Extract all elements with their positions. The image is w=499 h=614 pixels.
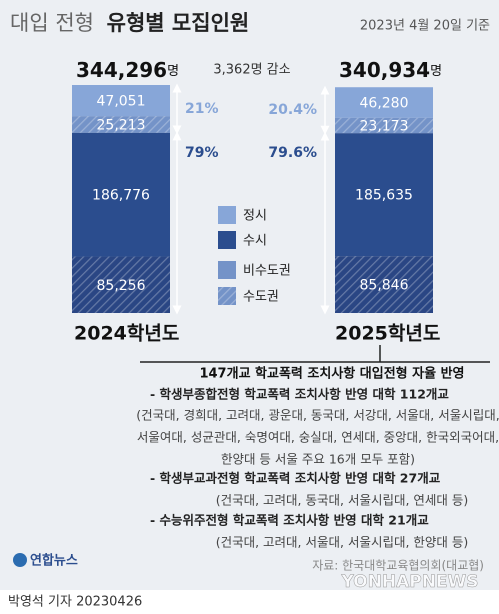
value-label: 85,846	[360, 278, 409, 294]
bar-segment	[72, 85, 170, 117]
legend-swatch	[218, 231, 236, 249]
bar-segment	[72, 132, 170, 257]
notes-item-title: - 수능위주전형 학교폭력 조치사항 반영 대학 21개교	[150, 513, 429, 528]
total-value: 344,296	[76, 58, 167, 82]
title-bold: 유형별 모집인원	[107, 11, 250, 35]
value-label: 186,776	[92, 188, 150, 204]
chart-title: 대입 전형 유형별 모집인원	[10, 11, 249, 35]
notes-item-title: - 학생부종합전형 학교폭력 조치사항 반영 대학 112개교	[150, 387, 449, 402]
title-light: 대입 전형	[10, 11, 94, 35]
source: 자료: 한국대학교육협의회(대교협)	[312, 559, 484, 573]
logo-icon	[13, 553, 27, 567]
share-label: 79.6%	[268, 145, 317, 161]
notes-item-detail: (건국대, 고려대, 서울대, 서울시립대, 한양대 등)	[216, 535, 469, 550]
legend-label: 수시	[243, 234, 267, 249]
notes-heading: 147개교 학교폭력 조치사항 대입전형 자율 반영	[199, 366, 464, 382]
bar-segment	[335, 133, 433, 257]
total-label: 344,296명	[76, 58, 179, 82]
total-unit: 명	[167, 64, 179, 79]
footer-band	[0, 590, 499, 614]
legend-swatch	[218, 261, 236, 279]
legend-label: 정시	[243, 209, 267, 224]
value-label: 46,280	[360, 96, 409, 112]
value-label: 23,173	[360, 119, 409, 135]
legend-label: 비수도권	[243, 264, 291, 279]
legend-hatch	[218, 287, 236, 305]
subtitle: 2023년 4월 20일 기준	[360, 19, 490, 34]
watermark: YONHAPNEWS	[340, 572, 478, 592]
notes-item-title: - 학생부교과전형 학교폭력 조치사항 반영 대학 27개교	[150, 471, 441, 486]
value-label: 25,213	[97, 118, 146, 134]
value-label: 85,256	[97, 278, 146, 294]
legend-swatch	[218, 206, 236, 224]
legend-label: 수도권	[243, 290, 279, 305]
hatch	[335, 117, 433, 134]
total-label: 340,934명	[339, 58, 442, 82]
change-label: 3,362명 감소	[213, 63, 290, 78]
logo: 연합뉴스	[30, 553, 78, 569]
hatch	[72, 256, 170, 313]
share-label: 79%	[185, 145, 219, 161]
hatch	[335, 256, 433, 313]
notes-item-detail: 한양대 등 서울 주요 16개 모두 포함)	[221, 452, 415, 467]
total-unit: 명	[430, 64, 442, 79]
x-category-label: 2024학년도	[74, 323, 179, 345]
bar-segment	[335, 87, 433, 118]
total-value: 340,934	[339, 58, 430, 82]
credit: 박영석 기자 20230426	[8, 595, 142, 610]
notes-item-detail: (건국대, 경희대, 고려대, 광운대, 동국대, 서강대, 서울대, 서울시립…	[136, 408, 499, 423]
value-label: 47,051	[97, 94, 146, 110]
share-label: 21%	[185, 101, 219, 117]
notes-item-detail: (건국대, 고려대, 동국대, 서울시립대, 연세대 등)	[216, 493, 469, 508]
hatch	[72, 116, 170, 133]
share-label: 20.4%	[268, 102, 317, 118]
x-category-label: 2025학년도	[335, 323, 440, 345]
notes-item-detail: 서울여대, 성균관대, 숙명여대, 숭실대, 연세대, 중앙대, 한국외국어대,	[137, 430, 499, 445]
value-label: 185,635	[355, 188, 413, 204]
